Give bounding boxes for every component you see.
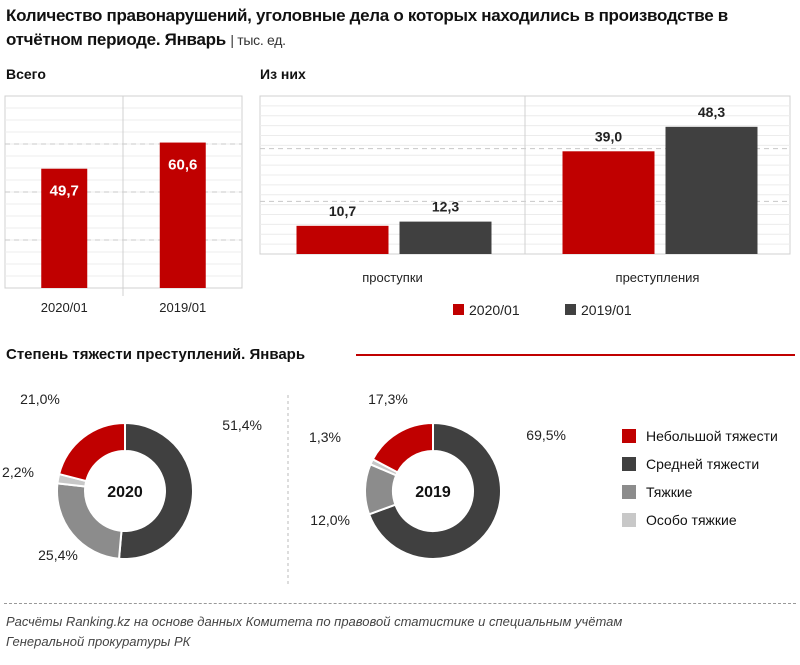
legend-swatch [622,429,636,443]
legend-swatch [622,485,636,499]
legend-swatch [565,304,576,315]
legend-label: 2020/01 [469,302,520,318]
bar-value-label: 60,6 [168,157,197,174]
slice-label: 1,3% [309,429,341,445]
donut-slice [117,421,194,560]
severity-legend: Небольшой тяжести Средней тяжести Тяжкие… [622,428,778,540]
donut-slice [367,421,502,560]
footer-divider [4,603,796,604]
bar [159,142,206,288]
donut-center-label: 2019 [415,484,451,501]
page-title: Количество правонарушений, уголовные дел… [6,6,728,49]
unit-label: тыс. ед. [237,32,286,48]
bar [562,151,655,254]
slice-label: 12,0% [310,512,350,528]
bar-value-label: 10,7 [329,203,356,219]
bar-value-label: 49,7 [50,183,79,200]
bar-value-label: 39,0 [595,128,622,144]
legend-swatch [622,457,636,471]
source-line-1: Расчёты Ranking.kz на основе данных Коми… [6,614,623,629]
bar-value-label: 12,3 [432,199,459,215]
legend-label: Особо тяжкие [646,512,737,528]
bar [296,225,389,254]
donut-slice [57,421,126,483]
legend-swatch [622,513,636,527]
bar [399,221,492,254]
severity-title: Степень тяжести преступлений. Январь [6,346,306,363]
slice-label: 2,2% [2,464,34,480]
title-text: Количество правонарушений, уголовные дел… [6,6,728,49]
bar [41,168,88,288]
breakdown-chart-title: Из них [260,66,306,82]
legend-label: Тяжкие [646,484,693,500]
category-label: 2019/01 [159,300,206,315]
slice-label: 21,0% [20,391,60,407]
donut-center-label: 2020 [107,484,143,501]
source-note: Расчёты Ranking.kz на основе данных Коми… [6,612,622,652]
legend-label: 2019/01 [581,302,632,318]
category-label: преступления [616,270,700,285]
legend-item: Небольшой тяжести [622,428,778,444]
legend-item: Тяжкие [622,484,778,500]
slice-label: 17,3% [368,391,408,407]
bar [665,126,758,254]
category-label: 2020/01 [41,300,88,315]
total-chart-title: Всего [6,66,46,82]
slice-label: 51,4% [222,417,262,433]
legend-item: Особо тяжкие [622,512,778,528]
source-line-2: Генеральной прокуратуры РК [6,634,191,649]
legend-label: Небольшой тяжести [646,428,778,444]
category-label: проступки [362,270,423,285]
legend-label: Средней тяжести [646,456,760,472]
legend-item: Средней тяжести [622,456,778,472]
legend-swatch [453,304,464,315]
slice-label: 69,5% [526,427,566,443]
slice-label: 25,4% [38,547,78,563]
donut-slice [371,421,434,474]
bar-value-label: 48,3 [698,104,725,120]
